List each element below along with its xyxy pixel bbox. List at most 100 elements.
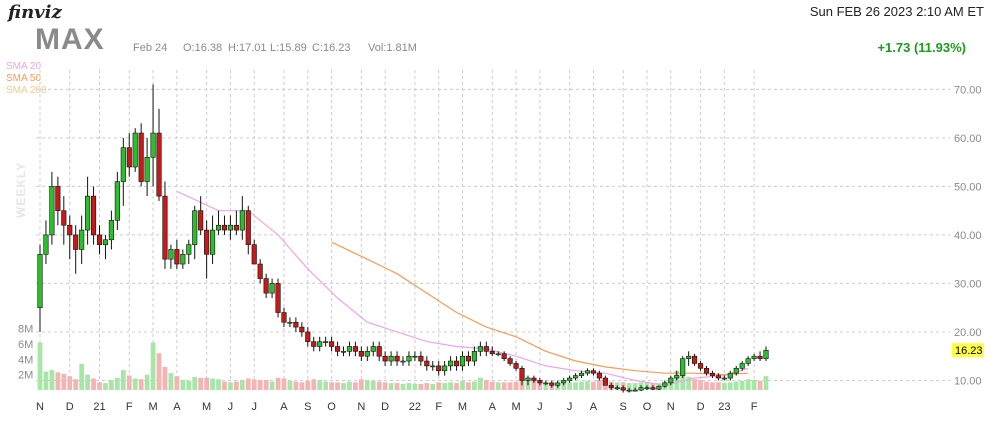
volume-bar <box>483 380 489 390</box>
candle <box>269 278 275 298</box>
candle <box>394 351 400 366</box>
candle-body <box>418 355 424 362</box>
time-tick-label: A <box>173 401 181 413</box>
candle <box>114 171 120 231</box>
volume-bar <box>275 377 281 390</box>
volume-bar <box>454 383 459 390</box>
candle-body <box>168 249 174 260</box>
candle-body <box>596 372 602 379</box>
volume-bar <box>329 382 334 390</box>
candle-body <box>61 210 67 226</box>
candle-body <box>96 234 103 245</box>
candle-body <box>567 377 573 381</box>
volume-bar <box>126 375 132 390</box>
candle <box>317 336 323 352</box>
volume-bar <box>73 379 79 390</box>
candle <box>578 370 585 379</box>
candle <box>697 361 704 371</box>
volume-bar <box>210 378 215 390</box>
candle <box>210 215 216 265</box>
candle <box>120 137 126 206</box>
candle-body <box>204 229 210 255</box>
time-tick-label: 22 <box>409 401 421 413</box>
volume-bar <box>460 380 465 390</box>
candle-body <box>293 321 299 328</box>
candle <box>471 346 477 366</box>
candle <box>513 361 519 371</box>
candle-body <box>221 224 228 231</box>
volume-bar <box>43 371 49 390</box>
volume-bar <box>180 380 186 390</box>
candle <box>430 361 436 371</box>
candle <box>293 317 299 332</box>
time-tick-label: F <box>751 401 758 413</box>
volume-bar <box>55 372 61 390</box>
candle <box>388 351 394 366</box>
candle-body <box>662 382 668 387</box>
candle-body <box>394 355 400 362</box>
candle-body <box>632 389 638 392</box>
candle-body <box>757 355 763 359</box>
candle <box>573 373 579 381</box>
volume-bar <box>567 382 573 390</box>
candle <box>525 375 531 386</box>
time-tick-label: A <box>280 401 288 413</box>
volume-bar <box>579 381 584 390</box>
candle <box>703 365 710 376</box>
price-tick-label: 50.00 <box>954 181 982 193</box>
candle-body <box>120 147 126 182</box>
candle <box>96 225 103 255</box>
candle-body <box>477 346 483 352</box>
volume-bar <box>85 374 90 390</box>
candle <box>459 351 466 371</box>
candle-body <box>430 365 436 368</box>
volume-bar <box>466 382 471 390</box>
volume-tick-label: 4M <box>18 354 33 366</box>
candle <box>73 225 79 274</box>
candle-body <box>733 368 739 374</box>
candle-body <box>549 382 555 386</box>
candle-body <box>650 387 656 390</box>
candle-body <box>150 132 156 158</box>
volume-bar <box>632 383 638 390</box>
candle-body <box>245 210 251 245</box>
candle <box>102 234 109 260</box>
candle <box>257 259 263 284</box>
candle-body <box>192 210 198 245</box>
volume-bar <box>394 383 400 390</box>
candle <box>311 336 317 352</box>
candle-body <box>590 370 596 374</box>
volume-bar <box>733 381 739 390</box>
volume-bar <box>531 380 537 390</box>
candle-body <box>263 278 269 294</box>
candle <box>108 210 114 250</box>
candle <box>501 351 507 362</box>
volume-bar <box>436 382 442 390</box>
candle-body <box>352 346 358 352</box>
volume-bar <box>37 342 43 390</box>
candle <box>620 385 626 393</box>
candle <box>567 375 573 383</box>
candle-body <box>715 375 721 379</box>
candle <box>138 123 144 187</box>
candle <box>263 273 269 298</box>
volume-bar <box>138 379 144 390</box>
candle <box>668 375 674 386</box>
datetime-label: Sun FEB 26 2023 2:10 AM ET <box>809 4 984 19</box>
candle <box>198 196 204 235</box>
volume-bar <box>537 382 543 390</box>
volume-bar <box>162 367 168 390</box>
legend-sma20: SMA 20 <box>6 61 42 72</box>
candle <box>507 356 513 366</box>
candle-body <box>323 341 329 343</box>
time-tick-label: O <box>643 401 652 413</box>
candle <box>638 385 644 392</box>
time-tick-label: 21 <box>93 401 105 413</box>
close-value: C:16.23 <box>312 42 351 54</box>
volume-bar <box>67 376 73 390</box>
volume-bar <box>317 380 323 390</box>
candle <box>305 327 311 347</box>
candle <box>751 353 757 362</box>
candle <box>483 341 489 357</box>
candle-body <box>239 210 245 231</box>
